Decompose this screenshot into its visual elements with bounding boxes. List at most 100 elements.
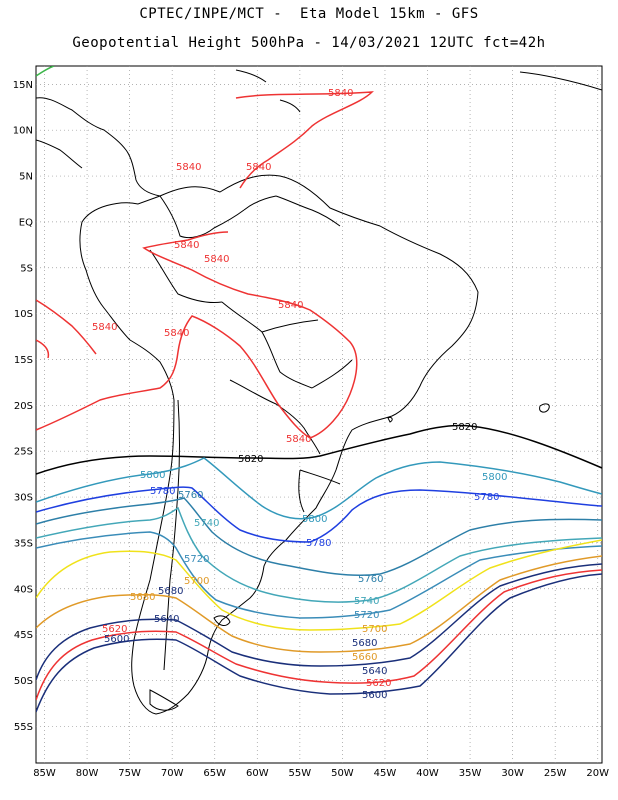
caribbean-islands: [235, 69, 602, 113]
gridlines: [36, 66, 602, 763]
africa-coastline-west: [539, 403, 550, 413]
lat-label: 45S: [14, 630, 33, 641]
contour-label-5840-i: 5840: [286, 434, 311, 445]
contour-5820-line: [36, 424, 602, 475]
contour-label-5780-c: 5780: [306, 538, 331, 549]
lat-label: 25S: [14, 447, 33, 458]
lon-label: 30W: [501, 768, 524, 779]
contour-5700-line: [36, 539, 602, 631]
contour-5620-green-corner: [36, 66, 55, 77]
contour-label-5840-g: 5840: [92, 322, 117, 333]
contour-label-5840-f: 5840: [278, 300, 303, 311]
title-line-2: Geopotential Height 500hPa - 14/03/2021 …: [72, 35, 546, 51]
lon-label: 40W: [416, 768, 439, 779]
contour-label-5740-b: 5740: [354, 596, 379, 607]
contour-5620-line: [36, 569, 602, 701]
contour-label-5700-a: 5700: [184, 576, 209, 587]
island-trinidade: [387, 417, 393, 423]
contour-5780-line: [36, 486, 602, 543]
contour-label-5620-a: 5620: [102, 624, 127, 635]
lat-label: 5S: [20, 263, 33, 274]
contour-label-5640-b: 5640: [362, 666, 387, 677]
latitude-labels: 15N 10N 5N EQ 5S 10S 15S 20S 25S 30S 35S 40S 45S 50S 5…: [13, 80, 33, 733]
lon-label: 20W: [586, 768, 609, 779]
border-uruguay: [298, 469, 341, 513]
border-colombia-venezuela: [159, 195, 245, 239]
lon-label: 45W: [374, 768, 397, 779]
contour-5740-line: [36, 506, 602, 603]
contour-label-5660-a: 5660: [352, 652, 377, 663]
contour-label-5820-b: 5820: [452, 422, 477, 433]
lon-label: 55W: [289, 768, 312, 779]
contour-label-5840-c: 5840: [246, 162, 271, 173]
lat-label: 20S: [14, 401, 33, 412]
contour-5800-line: [36, 457, 602, 520]
lon-label: 35W: [459, 768, 482, 779]
contour-label-5780-a: 5780: [150, 486, 175, 497]
lat-label: 15S: [14, 355, 33, 366]
contour-label-5800-c: 5800: [302, 514, 327, 525]
lat-label: 35S: [14, 538, 33, 549]
geopotential-contours: [36, 66, 602, 713]
contour-label-5720-a: 5720: [184, 554, 209, 565]
border-peru-brazil: [149, 249, 223, 303]
lon-label: 65W: [203, 768, 226, 779]
lat-label: EQ: [19, 217, 33, 228]
contour-label-5600-a: 5600: [104, 634, 129, 645]
border-brazil-bolivia: [221, 301, 313, 389]
contour-label-5680-b: 5680: [158, 586, 183, 597]
lon-label: 50W: [331, 768, 354, 779]
lat-label: 40S: [14, 584, 33, 595]
lon-label: 85W: [33, 768, 56, 779]
contour-label-5840-h: 5840: [164, 328, 189, 339]
contour-label-5760-a: 5760: [178, 490, 203, 501]
lat-label: 10S: [14, 309, 33, 320]
contour-labels: 5840 5840 5840 5840 5840 5840 5840 5840 …: [92, 88, 507, 701]
lat-label: 15N: [13, 80, 33, 91]
contour-label-5840-d: 5840: [174, 240, 199, 251]
contour-label-5760-b: 5760: [358, 574, 383, 585]
border-venezuela-guyana: [243, 195, 341, 227]
contour-label-5620-b: 5620: [366, 678, 391, 689]
contour-label-5680-c: 5680: [352, 638, 377, 649]
contour-5680-line: [36, 555, 602, 653]
contour-label-5800-b: 5800: [482, 472, 507, 483]
south-america-coastline: [79, 174, 479, 715]
contour-5840-line-2: [36, 299, 97, 359]
contour-label-5640-a: 5640: [154, 614, 179, 625]
lat-label: 30S: [14, 493, 33, 504]
lon-label: 25W: [544, 768, 567, 779]
map-frame: [35, 65, 603, 764]
contour-label-5680-a: 5680: [130, 592, 155, 603]
contour-label-5840-e: 5840: [204, 254, 229, 265]
contour-label-5700-b: 5700: [362, 624, 387, 635]
lat-label: 10N: [13, 126, 33, 137]
contour-5640-line: [36, 563, 602, 681]
contour-5760-line: [36, 497, 602, 577]
falklands: [213, 615, 231, 626]
contour-5600-line: [36, 573, 602, 713]
contour-5840-line: [36, 91, 374, 439]
border-brazil-interior: [261, 319, 353, 389]
border-bolivia-paraguay-argentina: [229, 379, 321, 455]
contour-label-5820-a: 5820: [238, 454, 263, 465]
contour-label-5600-b: 5600: [362, 690, 387, 701]
title-line-1: CPTEC/INPE/MCT - Eta Model 15km - GFS: [139, 6, 479, 22]
lat-label: 50S: [14, 676, 33, 687]
lon-label: 70W: [161, 768, 184, 779]
lon-label: 60W: [246, 768, 269, 779]
lon-label: 80W: [76, 768, 99, 779]
contour-label-5740-a: 5740: [194, 518, 219, 529]
contour-label-5840-a: 5840: [328, 88, 353, 99]
lon-label: 75W: [118, 768, 141, 779]
contour-label-5840-b: 5840: [176, 162, 201, 173]
contour-5720-line: [36, 531, 602, 619]
border-argentina-chile: [163, 399, 180, 671]
lat-label: 55S: [14, 722, 33, 733]
lat-label: 5N: [19, 172, 33, 183]
contour-label-5780-b: 5780: [474, 492, 499, 503]
contour-label-5800-a: 5800: [140, 470, 165, 481]
tierra-del-fuego: [149, 689, 179, 711]
central-america-coastline: [36, 97, 161, 197]
